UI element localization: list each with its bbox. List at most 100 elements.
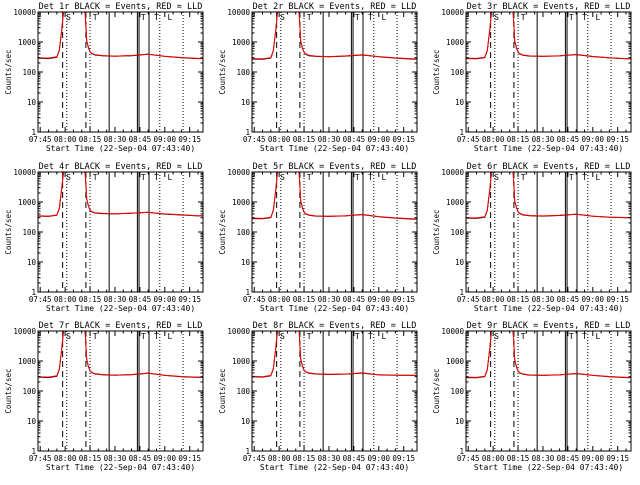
event-flag-t: T bbox=[521, 173, 526, 182]
y-axis-label: Counts/sec bbox=[432, 49, 441, 94]
x-tick-label: 07:45 bbox=[243, 295, 266, 304]
event-flag-t: T bbox=[521, 332, 526, 341]
event-flag-l: L bbox=[167, 13, 172, 22]
panel-title: Det 4r BLACK = Events, RED = LLD bbox=[39, 162, 203, 172]
y-tick-label: 10 bbox=[455, 417, 465, 426]
y-tick-label: 10 bbox=[241, 417, 251, 426]
event-flag-t: T bbox=[141, 173, 146, 182]
x-tick-label: 09:15 bbox=[178, 454, 201, 463]
y-tick-label: 10000 bbox=[13, 327, 36, 336]
event-flag-l: L bbox=[595, 332, 600, 341]
y-tick-label: 10 bbox=[27, 258, 37, 267]
x-tick-label: 08:15 bbox=[507, 135, 530, 144]
x-tick-label: 08:00 bbox=[482, 135, 505, 144]
x-tick-label: 09:15 bbox=[606, 454, 629, 463]
x-tick-label: 09:00 bbox=[154, 454, 177, 463]
x-tick-label: 08:45 bbox=[129, 454, 152, 463]
event-flag-t: T bbox=[368, 332, 373, 341]
event-flag-t: T bbox=[569, 332, 574, 341]
x-tick-label: 09:00 bbox=[368, 454, 391, 463]
x-axis-label: Start Time (22-Sep-04 07:43:40) bbox=[46, 304, 195, 313]
x-tick-label: 08:00 bbox=[268, 135, 291, 144]
y-tick-label: 100 bbox=[236, 228, 250, 237]
event-flag-t: T bbox=[154, 13, 159, 22]
panel-title: Det 2r BLACK = Events, RED = LLD bbox=[253, 2, 417, 12]
event-flag-t: T bbox=[307, 173, 312, 182]
x-tick-label: 08:30 bbox=[104, 135, 127, 144]
y-tick-label: 100 bbox=[22, 387, 36, 396]
x-tick-label: 08:00 bbox=[54, 295, 77, 304]
panel-title: Det 8r BLACK = Events, RED = LLD bbox=[253, 321, 417, 331]
y-tick-label: 10 bbox=[27, 98, 37, 107]
event-flag-s: S bbox=[66, 332, 71, 341]
series-lld-line bbox=[38, 12, 203, 59]
y-tick-label: 1 bbox=[31, 288, 36, 297]
event-flag-s: S bbox=[66, 173, 71, 182]
x-tick-label: 08:15 bbox=[293, 295, 316, 304]
x-axis-label: Start Time (22-Sep-04 07:43:40) bbox=[474, 304, 623, 313]
panel-title: Det 6r BLACK = Events, RED = LLD bbox=[467, 162, 631, 172]
x-tick-label: 08:30 bbox=[104, 454, 127, 463]
y-tick-label: 10000 bbox=[227, 327, 250, 336]
y-axis-label: Counts/sec bbox=[4, 209, 13, 254]
series-lld-line bbox=[252, 172, 417, 220]
x-tick-label: 09:00 bbox=[368, 295, 391, 304]
y-tick-label: 10000 bbox=[441, 327, 464, 336]
y-tick-label: 10000 bbox=[13, 8, 36, 17]
y-tick-label: 10 bbox=[455, 98, 465, 107]
y-axis-label: Counts/sec bbox=[432, 209, 441, 254]
x-tick-label: 08:45 bbox=[343, 295, 366, 304]
x-tick-label: 08:30 bbox=[532, 135, 555, 144]
x-tick-label: 09:00 bbox=[154, 135, 177, 144]
x-axis-label: Start Time (22-Sep-04 07:43:40) bbox=[260, 463, 409, 472]
series-lld-line bbox=[38, 172, 203, 217]
y-tick-label: 1000 bbox=[446, 357, 465, 366]
x-tick-label: 09:00 bbox=[582, 295, 605, 304]
y-tick-label: 1 bbox=[459, 447, 464, 456]
y-tick-label: 100 bbox=[236, 387, 250, 396]
y-axis-label: Counts/sec bbox=[432, 368, 441, 413]
event-flag-t: T bbox=[307, 332, 312, 341]
y-tick-label: 10 bbox=[241, 98, 251, 107]
event-flag-s: S bbox=[494, 173, 499, 182]
y-tick-label: 100 bbox=[450, 387, 464, 396]
y-axis-label: Counts/sec bbox=[4, 49, 13, 94]
x-tick-label: 08:00 bbox=[482, 295, 505, 304]
event-flag-l: L bbox=[381, 13, 386, 22]
x-axis-label: Start Time (22-Sep-04 07:43:40) bbox=[474, 463, 623, 472]
y-axis-label: Counts/sec bbox=[218, 368, 227, 413]
x-tick-label: 08:15 bbox=[293, 454, 316, 463]
event-flag-l: L bbox=[381, 173, 386, 182]
y-tick-label: 1000 bbox=[232, 357, 251, 366]
y-tick-label: 100 bbox=[450, 68, 464, 77]
y-tick-label: 10 bbox=[241, 258, 251, 267]
y-tick-label: 1 bbox=[245, 447, 250, 456]
x-tick-label: 08:15 bbox=[79, 295, 102, 304]
x-tick-label: 08:15 bbox=[79, 454, 102, 463]
x-tick-label: 07:45 bbox=[243, 135, 266, 144]
series-lld-line bbox=[252, 12, 417, 60]
y-tick-label: 100 bbox=[22, 228, 36, 237]
event-flag-t: T bbox=[93, 173, 98, 182]
x-tick-label: 07:45 bbox=[29, 295, 52, 304]
series-lld-line bbox=[466, 172, 631, 219]
y-tick-label: 100 bbox=[236, 68, 250, 77]
event-flag-t: T bbox=[355, 13, 360, 22]
x-tick-label: 09:15 bbox=[392, 295, 415, 304]
y-tick-label: 10 bbox=[455, 258, 465, 267]
y-tick-label: 10000 bbox=[13, 168, 36, 177]
y-tick-label: 10000 bbox=[227, 8, 250, 17]
y-tick-label: 10000 bbox=[227, 168, 250, 177]
panel-title: Det 9r BLACK = Events, RED = LLD bbox=[467, 321, 631, 331]
y-tick-label: 100 bbox=[450, 228, 464, 237]
x-tick-label: 09:00 bbox=[582, 454, 605, 463]
event-flag-t: T bbox=[368, 13, 373, 22]
x-tick-label: 08:00 bbox=[54, 135, 77, 144]
y-tick-label: 1000 bbox=[232, 198, 251, 207]
y-tick-label: 1 bbox=[459, 128, 464, 137]
x-axis-label: Start Time (22-Sep-04 07:43:40) bbox=[260, 304, 409, 313]
